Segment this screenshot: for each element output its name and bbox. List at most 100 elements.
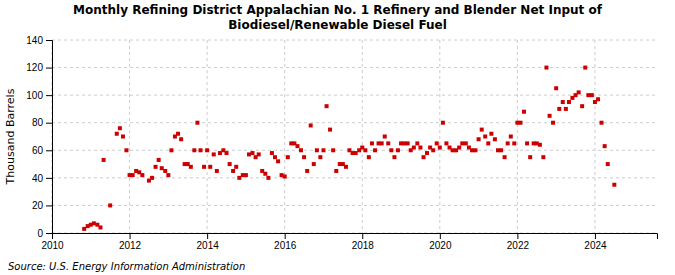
y-tick-label: 80 [32, 117, 44, 128]
point [205, 148, 209, 152]
y-tick: 60 [32, 145, 52, 156]
x-tick-label: 2010 [41, 240, 64, 251]
point [257, 152, 261, 156]
title-line: Biodiesel/Renewable Diesel Fuel [228, 18, 447, 32]
y-tick-mark [46, 123, 52, 124]
point [406, 141, 410, 145]
point [396, 148, 400, 152]
point [503, 155, 507, 159]
point [286, 155, 290, 159]
y-tick-label: 20 [32, 200, 44, 211]
x-tick: 2014 [197, 233, 220, 251]
point [441, 121, 445, 125]
point [263, 172, 267, 176]
point [506, 141, 510, 145]
point [486, 141, 490, 145]
y-axis: 020406080100120140 [26, 35, 52, 239]
point [464, 141, 468, 145]
point [121, 135, 125, 139]
point [583, 66, 587, 70]
x-tick-label: 2012 [119, 240, 142, 251]
point [561, 100, 565, 104]
x-tick-mark [207, 233, 208, 239]
point [169, 148, 173, 152]
y-tick-mark [46, 178, 52, 179]
point [124, 148, 128, 152]
point [554, 86, 558, 90]
y-axis-title: Thousand Barrels [4, 88, 17, 185]
y-grid-line [52, 150, 657, 151]
point [457, 146, 461, 150]
x-grid-line [362, 40, 363, 233]
point [276, 159, 280, 163]
x-grid-line [439, 40, 440, 233]
point [477, 137, 481, 141]
x-tick-label: 2014 [197, 240, 220, 251]
point [325, 104, 329, 108]
point [367, 155, 371, 159]
y-tick-mark [46, 95, 52, 96]
y-grid-line [52, 40, 657, 41]
points [82, 66, 616, 231]
point [386, 141, 390, 145]
point [548, 114, 552, 118]
point [244, 173, 248, 177]
point [525, 141, 529, 145]
point [612, 183, 616, 187]
point [606, 162, 610, 166]
point [189, 165, 193, 169]
x-tick-mark [285, 233, 286, 239]
title: Monthly Refining District Appalachian No… [73, 3, 603, 32]
point [215, 169, 219, 173]
x-tick-mark [362, 233, 363, 239]
x-tick: 2022 [507, 233, 530, 251]
point [528, 155, 532, 159]
point [154, 165, 158, 169]
point [425, 151, 429, 155]
point [266, 176, 270, 180]
point [315, 148, 319, 152]
point [483, 135, 487, 139]
y-tick-label: 120 [26, 62, 43, 73]
point [231, 169, 235, 173]
point [412, 146, 416, 150]
point [176, 132, 180, 136]
point [140, 173, 144, 177]
point [131, 173, 135, 177]
point [586, 93, 590, 97]
point [509, 135, 513, 139]
point [309, 123, 313, 127]
y-tick-mark [46, 150, 52, 151]
x-tick-label: 2020 [429, 240, 452, 251]
point [380, 141, 384, 145]
y-tick: 20 [32, 200, 52, 211]
point [518, 121, 522, 125]
point [451, 148, 455, 152]
point [273, 155, 277, 159]
y-grid-line [52, 205, 657, 206]
chart-container: 2010201220142016201820202022202402040608… [0, 0, 675, 275]
point [115, 132, 119, 136]
point [283, 174, 287, 178]
x-tick: 2016 [274, 233, 297, 251]
point [389, 148, 393, 152]
point [118, 126, 122, 130]
y-tick: 40 [32, 173, 52, 184]
point [98, 225, 102, 229]
point [422, 155, 426, 159]
point [82, 227, 86, 231]
y-grid-line [52, 67, 657, 68]
point [577, 90, 581, 94]
x-tick-mark [130, 233, 131, 239]
point [234, 165, 238, 169]
point [108, 203, 112, 207]
y-tick: 80 [32, 117, 52, 128]
y-tick: 100 [26, 90, 52, 101]
x-tick: 2010 [41, 233, 64, 251]
point [480, 128, 484, 132]
title-line: Monthly Refining District Appalachian No… [73, 3, 603, 17]
point [212, 152, 216, 156]
x-grid-line [594, 40, 595, 233]
y-axis-line [46, 41, 53, 234]
x-grid-line [517, 40, 518, 233]
